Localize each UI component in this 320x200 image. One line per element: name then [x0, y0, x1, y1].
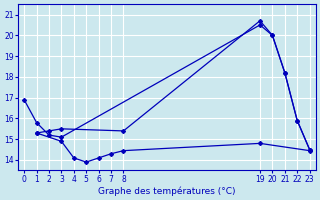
X-axis label: Graphe des températures (°C): Graphe des températures (°C) [98, 186, 236, 196]
